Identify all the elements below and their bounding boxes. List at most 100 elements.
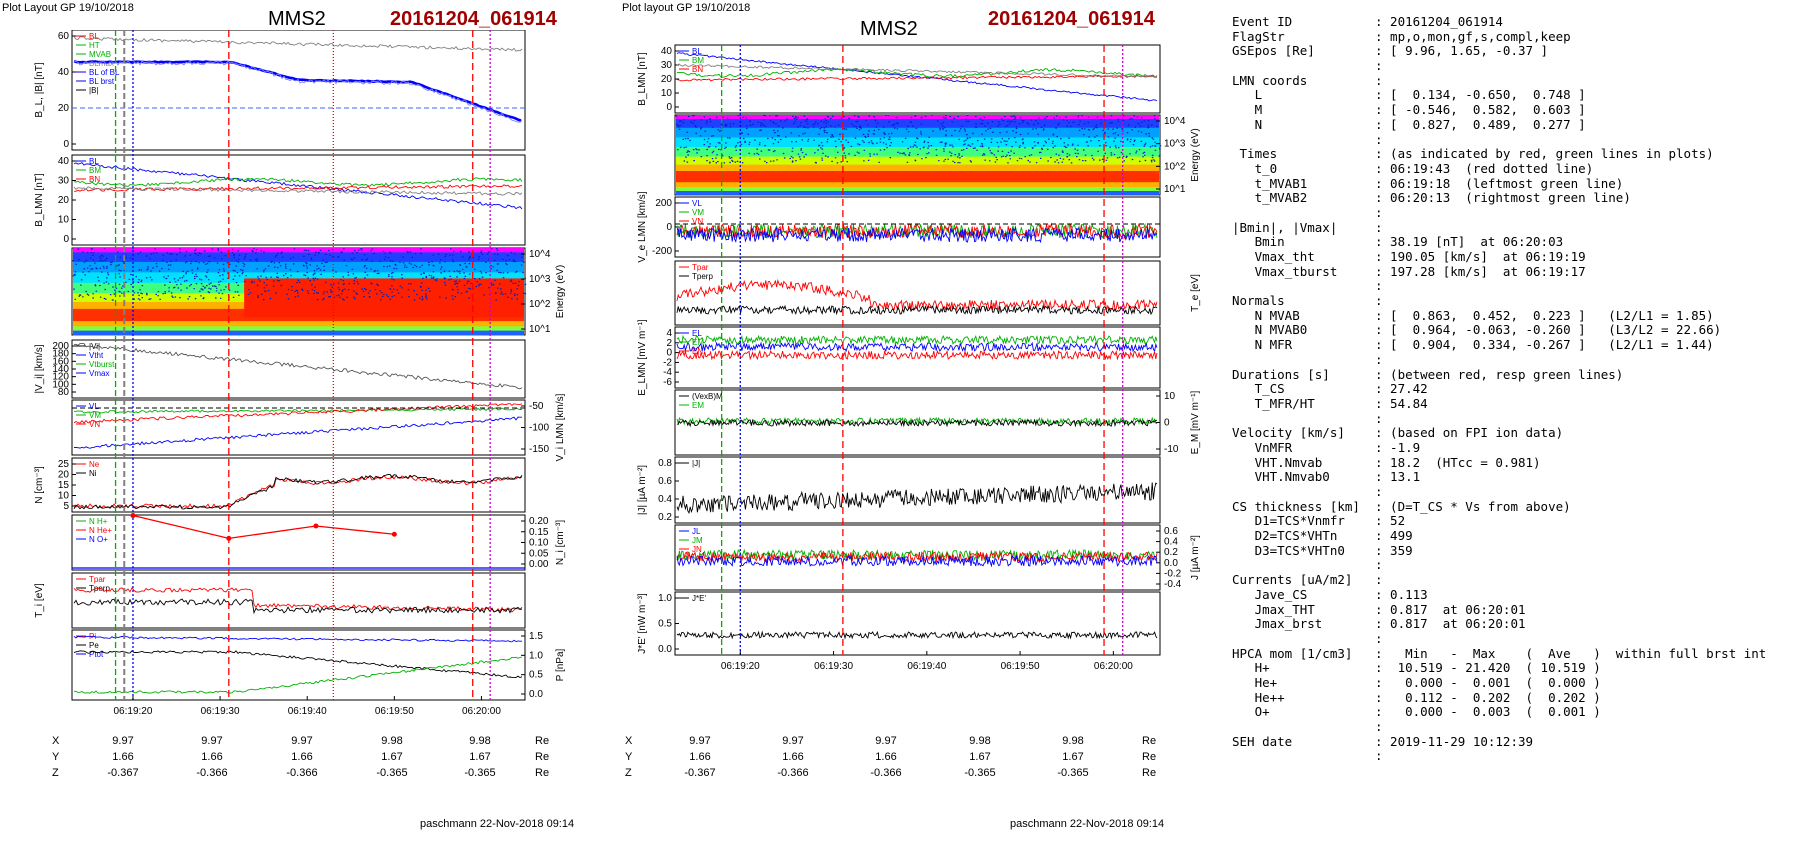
left-panel-frame [71,572,526,629]
coord-value: -0.365 [1057,767,1089,779]
mid-ylabel: |J| [µA m⁻²] [637,465,648,515]
left-ylabel: N [cm⁻³] [34,466,45,504]
left-ytick-label: 20 [58,103,70,114]
left-legend-label: Vmax [89,369,109,378]
coord-value: -0.366 [196,767,228,779]
middle-footer: paschmann 22-Nov-2018 09:14 [1010,818,1165,830]
left-trace-Tpar [73,586,523,613]
coord-value: 1.67 [469,751,491,763]
info-line: M : [ -0.546, 0.582, 0.603 ] [1232,102,1586,118]
mid-trace-JN [676,554,1158,568]
coord-value: 1.67 [381,751,403,763]
mid-ylabel: T_e [eV] [1190,274,1201,312]
left-ytick-label: 10 [58,215,70,226]
coord-value: 9.98 [469,735,491,747]
info-line: He++ : 0.112 - 0.202 ( 0.202 ) [1232,689,1601,705]
mid-spectro-band [676,191,1159,196]
coord-row-label: X [52,735,60,747]
info-line: FlagStr : mp,o,mon,gf,s,compl,keep [1232,28,1571,44]
left-ytick-label: 0 [63,139,69,150]
left-trace-BM [73,177,523,187]
left-trace-VM [73,403,523,424]
left-hpca-he-point [130,513,136,519]
left-legend-label: BL brst [89,77,115,86]
left-ytick-label: 0.5 [529,670,543,681]
mid-spectro-band [676,182,1159,188]
left-legend-label: HT [89,41,100,50]
info-line: : [1232,58,1383,74]
mid-ytick-label: 10^2 [1164,161,1186,172]
mid-ytick-label: 10^4 [1164,116,1186,127]
coord-value: 1.66 [112,751,134,763]
mid-spectro-band [676,187,1159,192]
coord-row-label: Y [625,751,633,763]
left-ytick-label: 40 [58,156,70,167]
mid-trace-EM [676,418,1157,428]
left-hpca-he-point [226,535,232,541]
left-ytick-label: 25 [58,459,70,470]
mid-ytick-label: 0 [1164,418,1170,429]
left-hpca-he-point [391,531,397,537]
coord-row-label: X [625,735,633,747]
coord-unit: Re [1142,751,1157,763]
coord-value: -0.365 [464,767,496,779]
mid-panel-1: 10^4 10^3 10^2 10^1 Energy (eV) [674,114,1201,196]
info-line: Jmax_THT : 0.817 at 06:20:01 [1232,601,1526,617]
mid-legend-label: (VexB)M [692,392,723,401]
mid-ylabel: V_e LMN [km/s] [637,191,648,262]
event-info-panel: Event ID : 20161204_061914 FlagStr : mp,o… [1232,14,1792,764]
mid-trace-3 [676,63,1158,78]
left-spectro-band [73,326,524,332]
info-line: Jmax_brst : 0.817 at 06:20:01 [1232,616,1526,632]
mid-ytick-label: -10 [1164,444,1179,455]
left-plot-header: Plot Layout GP 19/10/2018 [2,2,134,14]
mid-trace-EN [676,349,1158,361]
mid-trace-VN [676,226,1158,244]
left-ylabel: B_L, |B| [nT] [34,62,45,117]
left-ytick-label: 0.10 [529,538,549,549]
info-line: D3=TCS*VHTn0 : 359 [1232,542,1413,558]
coord-value: 9.97 [201,735,223,747]
info-line: : [1232,630,1383,646]
mid-ytick-label: -0.2 [1164,568,1182,579]
left-trace-HT [73,60,522,122]
mid-ytick-label: 10^3 [1164,139,1186,150]
left-legend-label: Ptot [89,650,104,659]
coord-unit: Re [535,751,550,763]
left-coord-table: X 9.97 9.97 9.97 9.98 9.98 Re Y 1.66 1.66 1.66 1.67… [0,735,570,795]
mid-ytick-label: 0.0 [1164,558,1178,569]
left-xtick-label: 06:19:30 [201,706,240,717]
mid-spectro-band [676,137,1159,148]
info-line: N MFR : [ 0.904, 0.334, -0.267 ] (L2/L1 … [1232,337,1714,353]
info-line: t_0 : 06:19:43 (red dotted line) [1232,160,1594,176]
info-line: L : [ 0.134, -0.650, 0.748 ] [1232,87,1586,103]
info-line: T_MFR/HT : 54.84 [1232,395,1428,411]
mid-ylabel: E_LMN [mV m⁻¹] [637,319,648,396]
mid-trace-J [676,482,1158,515]
mid-ytick-label: 0.2 [1164,547,1178,558]
left-panel-frame [71,30,526,151]
left-ytick-label: 0.0 [529,689,543,700]
coord-value: 1.66 [291,751,313,763]
left-legend-label: Pe [89,641,99,650]
coord-value: 1.67 [969,751,991,763]
left-plot-title: MMS2 [268,8,326,30]
coord-value: 1.66 [782,751,804,763]
left-legend-label: Vtht [89,351,104,360]
middle-plot-header: Plot layout GP 19/10/2018 [622,2,751,14]
left-legend-label: N H+ [89,517,108,526]
info-line: Vmax_tburst : 197.28 [km/s] at 06:19:17 [1232,263,1586,279]
mid-xtick-label: 06:19:30 [814,661,853,672]
info-line: N MVAB : [ 0.863, 0.452, 0.223 ] (L2/L1 … [1232,307,1714,323]
mid-trace-BM [676,68,1158,78]
mid-panel-8: 1.0 0.5 0.0 J*E' [nW m⁻³] J*E' [637,591,1161,656]
mid-ytick-label: 0 [666,348,672,359]
mid-ytick-label: 1.0 [658,593,672,604]
mid-legend-label: BM [692,56,704,65]
info-line: N : [ 0.827, 0.489, 0.277 ] [1232,116,1586,132]
